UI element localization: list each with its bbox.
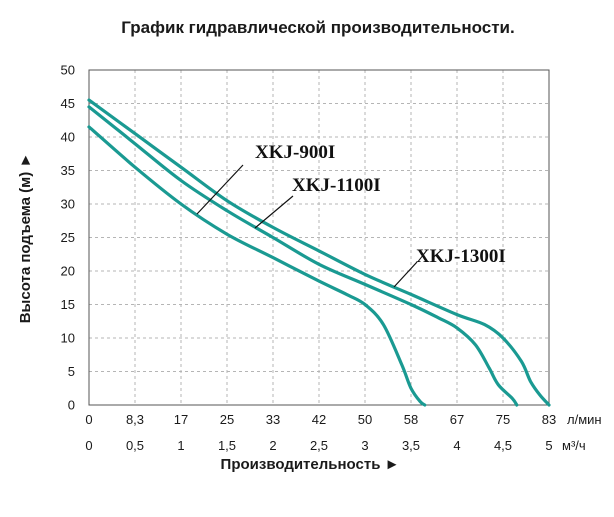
series-labels: XKJ-900I XKJ-1100I XKJ-1300I <box>196 142 506 288</box>
x-tick-label-primary: 25 <box>220 412 234 427</box>
series-label-xkj-1300i: XKJ-1300I <box>416 246 506 267</box>
y-axis-label: Высота подъема (м) ► <box>17 153 34 324</box>
x-tick-label-primary: 8,3 <box>126 412 144 427</box>
y-tick-label: 20 <box>61 264 75 279</box>
x-tick-label-secondary: 4 <box>453 438 460 453</box>
y-tick-label: 30 <box>61 197 75 212</box>
x-unit-secondary: м³/ч <box>562 438 586 453</box>
x-tick-label-secondary: 3 <box>361 438 368 453</box>
series-line-xkj-1100i <box>87 105 519 407</box>
ticks-layer: 05101520253035404550008,30,5171251,53324… <box>61 63 602 454</box>
x-tick-label-secondary: 1 <box>177 438 184 453</box>
x-tick-label-primary: 0 <box>85 412 92 427</box>
y-tick-label: 45 <box>61 96 75 111</box>
x-tick-label-primary: 67 <box>450 412 464 427</box>
y-tick-label: 10 <box>61 331 75 346</box>
y-tick-label: 35 <box>61 163 75 178</box>
x-tick-label-primary: 17 <box>174 412 188 427</box>
curves-layer <box>87 98 551 407</box>
x-tick-label-primary: 83 <box>542 412 556 427</box>
x-tick-label-primary: 42 <box>312 412 326 427</box>
y-tick-label: 25 <box>61 230 75 245</box>
chart-title: График гидравлической производительности… <box>121 18 514 37</box>
x-tick-label-secondary: 0,5 <box>126 438 144 453</box>
x-axis-label: Производительность ► <box>221 456 400 473</box>
x-tick-label-secondary: 2 <box>269 438 276 453</box>
series-label-xkj-1100i: XKJ-1100I <box>292 175 381 196</box>
x-tick-label-primary: 58 <box>404 412 418 427</box>
x-tick-label-secondary: 1,5 <box>218 438 236 453</box>
x-tick-label-secondary: 5 <box>545 438 552 453</box>
series-label-leader <box>393 261 418 288</box>
grid-layer <box>88 69 550 406</box>
series-line-xkj-1300i <box>87 98 551 407</box>
x-tick-label-secondary: 4,5 <box>494 438 512 453</box>
y-tick-label: 15 <box>61 297 75 312</box>
plot-frame <box>88 69 550 406</box>
x-tick-label-secondary: 3,5 <box>402 438 420 453</box>
x-tick-label-primary: 75 <box>496 412 510 427</box>
series-label-leader <box>254 195 294 229</box>
series-label-leader <box>196 164 244 215</box>
series-line-xkj-900i <box>87 125 427 407</box>
y-tick-label: 40 <box>61 130 75 145</box>
x-tick-label-primary: 33 <box>266 412 280 427</box>
y-tick-label: 50 <box>61 63 75 78</box>
x-tick-label-secondary: 2,5 <box>310 438 328 453</box>
x-tick-label-secondary: 0 <box>85 438 92 453</box>
x-tick-label-primary: 50 <box>358 412 372 427</box>
y-tick-label: 0 <box>68 398 75 413</box>
y-tick-label: 5 <box>68 364 75 379</box>
series-label-xkj-900i: XKJ-900I <box>255 142 335 163</box>
x-unit-primary: л/мин <box>567 412 602 427</box>
